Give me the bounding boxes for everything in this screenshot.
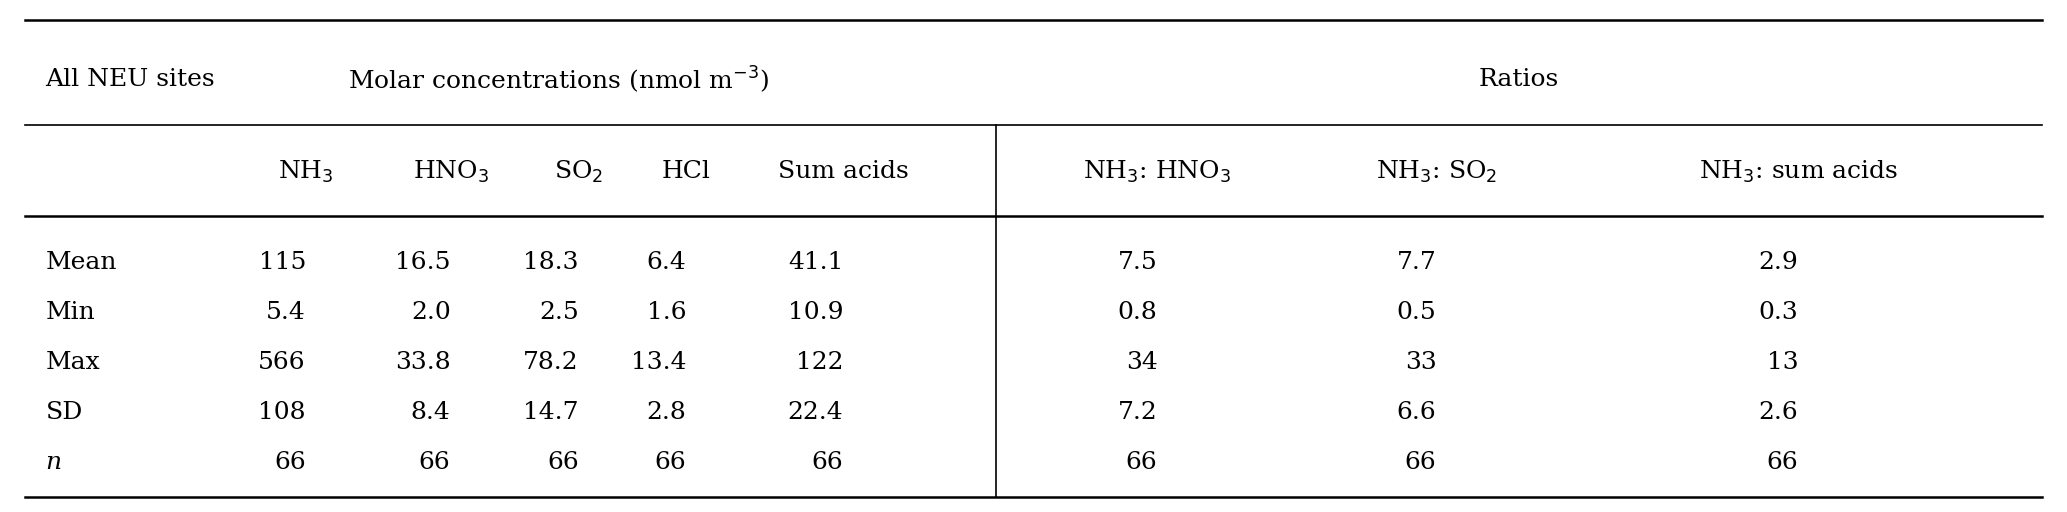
Text: 78.2: 78.2 xyxy=(523,351,579,374)
Text: 66: 66 xyxy=(1767,452,1798,474)
Text: 66: 66 xyxy=(812,452,843,474)
Text: 122: 122 xyxy=(796,351,843,374)
Text: 13.4: 13.4 xyxy=(630,351,686,374)
Text: Sum acids: Sum acids xyxy=(777,160,909,183)
Text: 0.5: 0.5 xyxy=(1397,301,1437,324)
Text: 0.8: 0.8 xyxy=(1118,301,1158,324)
Text: SD: SD xyxy=(45,401,83,424)
Text: 66: 66 xyxy=(655,452,686,474)
Text: 566: 566 xyxy=(258,351,306,374)
Text: 0.3: 0.3 xyxy=(1759,301,1798,324)
Text: Max: Max xyxy=(45,351,99,374)
Text: Min: Min xyxy=(45,301,95,324)
Text: 16.5: 16.5 xyxy=(395,251,451,273)
Text: 66: 66 xyxy=(420,452,451,474)
Text: HCl: HCl xyxy=(661,160,711,183)
Text: 66: 66 xyxy=(548,452,579,474)
Text: 1.6: 1.6 xyxy=(647,301,686,324)
Text: NH$_3$: NH$_3$ xyxy=(279,158,333,185)
Text: 5.4: 5.4 xyxy=(267,301,306,324)
Text: 10.9: 10.9 xyxy=(788,301,843,324)
Text: 108: 108 xyxy=(258,401,306,424)
Text: 7.7: 7.7 xyxy=(1397,251,1437,273)
Text: 2.6: 2.6 xyxy=(1759,401,1798,424)
Text: n: n xyxy=(45,452,62,474)
Text: 7.2: 7.2 xyxy=(1118,401,1158,424)
Text: 18.3: 18.3 xyxy=(523,251,579,273)
Text: 33: 33 xyxy=(1406,351,1437,374)
Text: NH$_3$: HNO$_3$: NH$_3$: HNO$_3$ xyxy=(1083,158,1232,185)
Text: All NEU sites: All NEU sites xyxy=(45,68,215,91)
Text: 8.4: 8.4 xyxy=(411,401,451,424)
Text: SO$_2$: SO$_2$ xyxy=(554,158,604,185)
Text: 2.8: 2.8 xyxy=(647,401,686,424)
Text: 2.5: 2.5 xyxy=(539,301,579,324)
Text: 2.0: 2.0 xyxy=(411,301,451,324)
Text: 66: 66 xyxy=(1406,452,1437,474)
Text: 34: 34 xyxy=(1127,351,1158,374)
Text: 33.8: 33.8 xyxy=(395,351,451,374)
Text: 41.1: 41.1 xyxy=(788,251,843,273)
Text: 66: 66 xyxy=(275,452,306,474)
Text: NH$_3$: SO$_2$: NH$_3$: SO$_2$ xyxy=(1377,158,1497,185)
Text: Ratios: Ratios xyxy=(1480,68,1559,91)
Text: Mean: Mean xyxy=(45,251,118,273)
Text: 115: 115 xyxy=(258,251,306,273)
Text: 14.7: 14.7 xyxy=(523,401,579,424)
Text: 22.4: 22.4 xyxy=(788,401,843,424)
Text: HNO$_3$: HNO$_3$ xyxy=(413,158,488,185)
Text: NH$_3$: sum acids: NH$_3$: sum acids xyxy=(1699,158,1898,185)
Text: 2.9: 2.9 xyxy=(1759,251,1798,273)
Text: 13: 13 xyxy=(1767,351,1798,374)
Text: 7.5: 7.5 xyxy=(1118,251,1158,273)
Text: Molar concentrations (nmol m$^{-3}$): Molar concentrations (nmol m$^{-3}$) xyxy=(347,64,769,95)
Text: 66: 66 xyxy=(1127,452,1158,474)
Text: 6.4: 6.4 xyxy=(647,251,686,273)
Text: 6.6: 6.6 xyxy=(1397,401,1437,424)
